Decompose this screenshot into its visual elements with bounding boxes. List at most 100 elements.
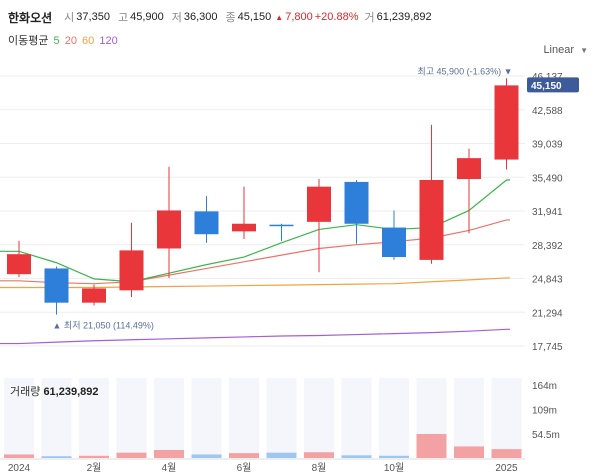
y-tick-label: 42,588	[532, 106, 563, 117]
chevron-down-icon: ▼	[580, 46, 588, 55]
volume-column-bg	[266, 378, 297, 458]
volume-column-bg	[491, 378, 522, 458]
volume-tick-label: 109m	[532, 406, 557, 417]
volume-bar	[491, 449, 522, 458]
quote-header: 한화오션 시 37,350 고 45,900 저 36,300 종 45,150…	[8, 8, 594, 26]
grid-lines	[0, 75, 525, 347]
moving-average-lines	[0, 179, 510, 345]
candle-body	[157, 210, 181, 249]
volume-bar	[266, 452, 297, 458]
ma120-line	[0, 328, 510, 345]
x-axis: 2024 2월 4월 6월 8월 10월 2025	[0, 458, 525, 474]
scale-label: Linear	[543, 44, 575, 56]
y-tick-label: 35,490	[532, 173, 563, 184]
y-tick-label: 17,745	[532, 342, 563, 353]
x-tick-label: 6월	[237, 462, 252, 474]
volume-bars: 164m 109m 54.5m	[4, 378, 560, 458]
x-tick-label: 2025	[495, 463, 518, 474]
ma5-legend[interactable]: 5	[53, 35, 60, 47]
y-tick-label: 39,039	[532, 140, 563, 151]
candle-body	[494, 85, 519, 160]
current-price-tag: 45,150	[527, 77, 579, 93]
stock-name: 한화오션	[8, 10, 53, 25]
volume-bar	[454, 446, 484, 458]
x-tick-label: 10월	[384, 462, 404, 474]
change-value: 7,800	[285, 11, 313, 23]
volume-value: 61,239,892	[376, 11, 432, 23]
y-tick-label: 24,843	[532, 275, 563, 286]
moving-average-legend[interactable]: 이동평균 5 20 60 120	[8, 32, 120, 48]
volume-bar	[116, 452, 147, 458]
high-value: 45,900	[130, 11, 164, 23]
volume-bar	[304, 452, 334, 458]
annotations: 최고 45,900 (-1.63%) ▼ ▲ 최저 21,050 (114.49…	[53, 66, 513, 330]
candle-body	[382, 227, 406, 258]
y-tick-label: 31,941	[532, 207, 563, 218]
open-label: 시	[64, 12, 75, 24]
scale-selector[interactable]: Linear ▼	[543, 44, 588, 56]
volume-bar	[229, 453, 259, 458]
high-label: 고	[117, 12, 129, 24]
y-tick-label: 21,294	[532, 308, 563, 319]
low-annotation: ▲ 최저 21,050 (114.49%)	[53, 321, 154, 331]
volume-bar	[41, 456, 72, 458]
volume-column-bg	[454, 378, 484, 458]
ma20-legend[interactable]: 20	[64, 35, 77, 47]
volume-column-bg	[41, 378, 72, 458]
volume-label: 거	[364, 12, 375, 24]
ma120-legend[interactable]: 120	[99, 35, 118, 47]
candle-body	[419, 180, 444, 260]
volume-column-bg	[229, 378, 259, 458]
low-value: 36,300	[183, 11, 218, 23]
candle-body	[344, 181, 369, 224]
high-annotation: 최고 45,900 (-1.63%) ▼	[417, 66, 512, 76]
y-axis: 46,13742,58839,03935,49031,94128,39224,8…	[532, 72, 563, 353]
current-price-label: 45,150	[531, 81, 562, 92]
volume-column-bg	[4, 378, 34, 458]
volume-bar	[379, 455, 409, 458]
ma60-legend[interactable]: 60	[82, 35, 95, 47]
candle-body	[7, 254, 31, 275]
volume-caption-value: 61,239,892	[43, 386, 99, 398]
volume-column-bg	[154, 378, 184, 458]
low-label: 저	[171, 12, 182, 24]
candle-body	[119, 250, 144, 291]
y-tick-label: 28,392	[532, 241, 563, 252]
x-tick-label: 4월	[162, 462, 177, 474]
change-percent: +20.88%	[314, 11, 359, 23]
candle-body	[457, 158, 481, 180]
candle-body	[44, 268, 69, 303]
volume-bar	[341, 455, 372, 458]
volume-column-bg	[116, 378, 147, 458]
volume-column-bg	[379, 378, 409, 458]
ma5-line	[0, 179, 510, 283]
volume-caption: 거래량 61,239,892	[10, 383, 99, 399]
volume-column-bg	[304, 378, 334, 458]
volume-bar	[154, 450, 184, 458]
volume-column-bg	[341, 378, 372, 458]
volume-caption-label: 거래량	[10, 386, 41, 398]
candle-body	[269, 224, 294, 227]
change-up-icon: ▲	[275, 12, 284, 22]
volume-bar	[416, 434, 447, 458]
x-tick-label: 2월	[87, 462, 102, 474]
candle-body	[307, 186, 331, 222]
volume-tick-label: 164m	[532, 381, 557, 392]
ma20-line	[0, 219, 510, 285]
candle-body	[82, 288, 106, 303]
volume-tick-label: 54.5m	[532, 430, 560, 441]
volume-bar	[4, 454, 34, 458]
close-label: 종	[225, 12, 236, 24]
volume-bar	[191, 454, 222, 458]
candles	[7, 78, 519, 315]
open-value: 37,350	[76, 11, 110, 23]
x-tick-label: 8월	[312, 462, 327, 474]
ma60-line	[0, 277, 510, 289]
candle-body	[194, 211, 219, 235]
volume-bar	[79, 455, 109, 458]
volume-column-bg	[79, 378, 109, 458]
candle-body	[232, 223, 256, 232]
volume-column-bg	[191, 378, 222, 458]
current-price-tag-bg	[527, 77, 579, 93]
